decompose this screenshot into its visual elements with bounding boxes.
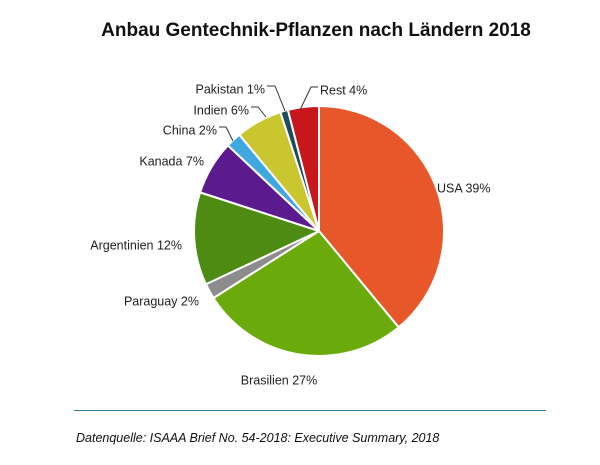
slice-label-kanada: Kanada 7%	[139, 154, 204, 168]
divider-line	[74, 410, 546, 411]
slice-label-usa: USA 39%	[437, 181, 491, 195]
chart-title: Anbau Gentechnik-Pflanzen nach Ländern 2…	[101, 20, 531, 41]
slice-label-china: China 2%	[163, 123, 217, 137]
slice-label-indien: Indien 6%	[193, 103, 249, 117]
slice-label-paraguay: Paraguay 2%	[124, 294, 199, 308]
slice-label-argentinien: Argentinien 12%	[90, 238, 182, 252]
leader-line-rest	[299, 86, 318, 111]
pie-slice-brasilien	[212, 230, 400, 357]
slice-label-rest: Rest 4%	[320, 83, 367, 97]
leader-line-pakistan	[267, 85, 286, 112]
slice-label-brasilien: Brasilien 27%	[241, 373, 317, 387]
source-note: Datenquelle: ISAAA Brief No. 54-2018: Ex…	[76, 431, 440, 445]
leader-line-china	[219, 126, 234, 142]
slice-label-pakistan: Pakistan 1%	[196, 82, 265, 96]
leader-line-indien	[251, 106, 267, 118]
pie-slice-argentinien	[193, 191, 320, 286]
pie-slice-rest	[286, 105, 320, 232]
pie-slice-usa	[318, 105, 445, 329]
